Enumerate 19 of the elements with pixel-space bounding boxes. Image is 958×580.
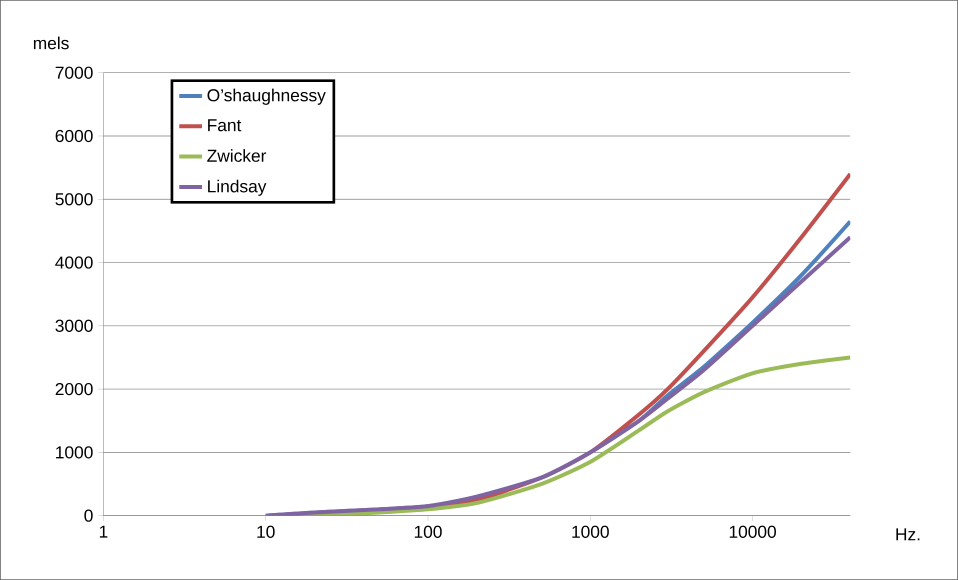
- y-tick-label: 4000: [55, 256, 93, 269]
- x-axis-title: Hz.: [896, 528, 920, 540]
- y-axis-title: mels: [34, 36, 69, 50]
- y-tick-label: 6000: [56, 130, 93, 142]
- legend-label: Zwicker: [207, 149, 266, 162]
- x-tick-label: 10: [257, 526, 275, 538]
- x-tick-label: 100: [414, 526, 442, 538]
- x-tick-label: 10000: [730, 526, 776, 538]
- legend-label: Lindsay: [208, 180, 266, 196]
- legend-label: O’shaughnessy: [208, 88, 326, 105]
- y-tick-label: 1000: [56, 446, 93, 458]
- x-tick-label: 1000: [572, 526, 609, 538]
- x-tick-label: 1: [100, 526, 108, 538]
- y-tick-label: 5000: [55, 193, 93, 206]
- y-tick-label: 0: [84, 509, 93, 522]
- y-tick-label: 3000: [55, 320, 93, 332]
- legend-label: Fant: [208, 119, 242, 132]
- y-tick-label: 7000: [56, 66, 93, 79]
- y-tick-label: 2000: [56, 382, 93, 396]
